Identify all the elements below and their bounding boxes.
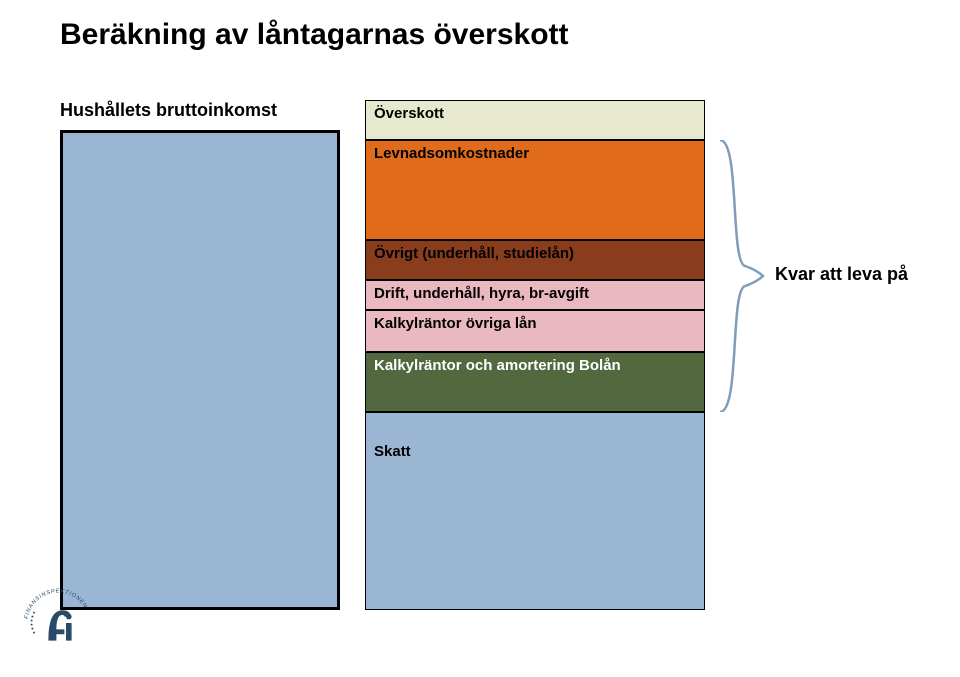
segment-label: Skatt: [374, 443, 411, 460]
brace: [715, 140, 765, 412]
segment-3: Drift, underhåll, hyra, br-avgift: [365, 280, 705, 310]
segment-label: Övrigt (underhåll, studielån): [374, 245, 574, 262]
expense-stack: Överskott Levnadsomkostnader Övrigt (under…: [365, 100, 705, 610]
fi-logo: FINANSINSPEKTIONEN: [18, 583, 98, 663]
segment-4: Kalkylräntor övriga lån: [365, 310, 705, 352]
segment-6: Skatt: [365, 412, 705, 610]
segment-1: Levnadsomkostnader: [365, 140, 705, 240]
segment-0: Överskott: [365, 100, 705, 140]
left-column-label: Hushållets bruttoinkomst: [60, 100, 277, 121]
segment-label: Levnadsomkostnader: [374, 145, 529, 162]
segment-5: Kalkylräntor och amortering Bolån: [365, 352, 705, 412]
segment-label: Kalkylräntor övriga lån: [374, 315, 537, 332]
page-title: Beräkning av låntagarnas överskott: [60, 18, 569, 52]
brace-label: Kvar att leva på: [775, 264, 908, 285]
segment-label: Kalkylräntor och amortering Bolån: [374, 357, 621, 374]
income-box: [60, 130, 340, 610]
segment-2: Övrigt (underhåll, studielån): [365, 240, 705, 280]
segment-label: Drift, underhåll, hyra, br-avgift: [374, 285, 589, 302]
segment-label: Överskott: [374, 105, 444, 122]
